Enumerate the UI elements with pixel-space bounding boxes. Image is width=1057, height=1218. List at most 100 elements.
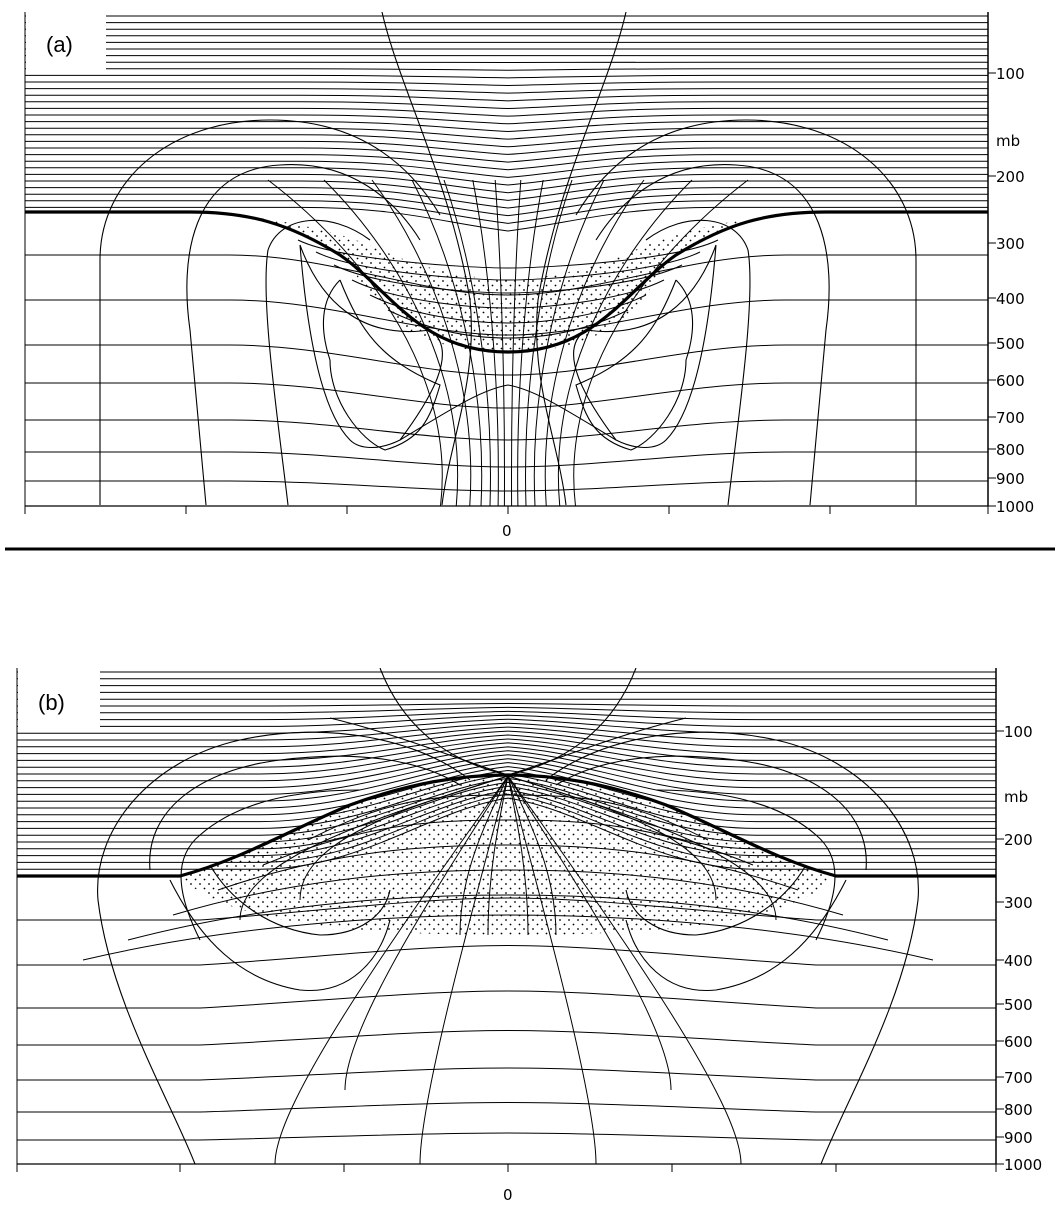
strat-isentrope	[25, 121, 988, 132]
panel-a-y-tick-label-900: 900	[996, 470, 1025, 488]
panel-a-y-tick-label-100: 100	[996, 65, 1025, 83]
panel-a-contour-right-outer	[575, 119, 917, 505]
converging-line	[573, 179, 749, 506]
panel-a-contour-right-3	[645, 219, 751, 506]
strat-isentrope	[17, 738, 996, 768]
strat-isentrope	[25, 88, 988, 94]
panel-b-y-tick-label-800: 800	[1004, 1101, 1033, 1119]
strat-isentrope	[17, 746, 996, 782]
radial-line	[299, 775, 509, 901]
radial-line	[507, 775, 672, 1091]
strat-isentrope	[17, 710, 996, 721]
dome-isentrope	[82, 914, 934, 961]
panel-a-x-center-label: 0	[502, 522, 512, 540]
strat-isentrope	[17, 789, 996, 857]
strat-isentrope	[25, 160, 988, 178]
converging-line	[525, 179, 573, 506]
panel-a-stratospheric-isentropes	[25, 15, 988, 232]
strat-isentrope	[17, 770, 996, 823]
radial-line	[507, 775, 597, 1164]
strat-isentrope	[25, 107, 988, 117]
strat-isentrope	[25, 173, 988, 194]
panel-b-y-tick-label-1000: 1000	[1004, 1156, 1042, 1174]
panel-a-inner-arc	[399, 384, 617, 441]
strat-isentrope	[17, 785, 996, 850]
strat-isentrope	[25, 187, 988, 209]
trop-isentrope	[17, 944, 996, 966]
trop-isentrope	[25, 451, 988, 468]
panel-b-y-ticks: 100 200 300 400 500 600 700 800 900 1000	[996, 723, 1042, 1174]
trough-isentrope	[387, 309, 629, 339]
panel-b-contour-right-inner	[625, 864, 807, 936]
converging-line	[371, 179, 472, 506]
panel-a-y-tick-label-200: 200	[996, 168, 1025, 186]
strat-isentrope	[25, 154, 988, 171]
panel-b-converge-right	[507, 717, 687, 776]
radial-line	[507, 775, 529, 936]
panel-b-tropopause	[17, 773, 996, 878]
panel-a-contour-left-lobe	[322, 279, 441, 451]
converging-line	[443, 179, 491, 506]
panel-b-contour-right-3	[655, 789, 836, 941]
panel-b-contour-right-lobe	[625, 879, 847, 991]
strat-isentrope	[17, 730, 996, 755]
panel-b-contour-left-lobe	[169, 879, 391, 991]
dome-isentrope	[172, 869, 844, 916]
converging-line	[533, 179, 605, 506]
trough-isentrope	[351, 279, 665, 309]
panel-b-y-tick-label-200: 200	[1004, 831, 1033, 849]
strat-isentrope	[25, 68, 988, 71]
panel-a-contour-left-lobe2	[299, 244, 443, 449]
trop-isentrope	[17, 1067, 996, 1081]
panel-b-contour-left-outer	[97, 731, 471, 1164]
panel-a: 100 200 300 400 500 600 700 800 900 1000 0 mb (a)	[24, 12, 1034, 540]
radial-line	[274, 775, 509, 1164]
trop-isentrope	[17, 1029, 996, 1046]
strat-isentrope	[25, 140, 988, 155]
panel-a-y-tick-label-700: 700	[996, 409, 1025, 427]
panel-b-center-funnel-left	[379, 668, 509, 776]
radial-line	[419, 775, 509, 1164]
strat-isentrope	[17, 754, 996, 795]
panel-b-label: (b)	[38, 690, 65, 715]
strat-isentrope	[17, 766, 996, 816]
trop-isentrope	[17, 1101, 996, 1113]
panel-b-label-box	[18, 669, 100, 731]
panel-b-radial-lines	[239, 775, 777, 1164]
panel-a-y-tick-label-800: 800	[996, 441, 1025, 459]
panel-a-contour-right-lobe	[575, 279, 694, 451]
strat-isentrope	[17, 750, 996, 789]
dome-isentrope	[307, 794, 709, 841]
panel-a-y-tick-label-600: 600	[996, 372, 1025, 390]
panel-b-center-funnel-right	[507, 668, 637, 776]
panel-b-stippled-anomaly	[180, 775, 836, 935]
trop-isentrope	[25, 419, 988, 441]
panel-b: 100 200 300 400 500 600 700 800 900 1000 0 mb (b)	[16, 668, 1042, 1204]
trop-isentrope	[25, 299, 988, 336]
strat-isentrope	[17, 722, 996, 741]
panel-b-contour-left-inner	[209, 864, 391, 936]
dome-isentrope	[217, 844, 799, 891]
strat-isentrope	[17, 726, 996, 748]
strat-isentrope	[25, 193, 988, 217]
panel-a-label: (a)	[46, 32, 73, 57]
strat-isentrope	[25, 147, 988, 163]
panel-b-y-tick-label-400: 400	[1004, 952, 1033, 970]
converging-line	[544, 179, 645, 506]
strat-isentrope	[17, 742, 996, 775]
radial-line	[507, 775, 742, 1164]
panel-a-y-tick-label-300: 300	[996, 235, 1025, 253]
panel-b-contour-left-3	[180, 789, 361, 941]
strat-isentrope	[17, 702, 996, 707]
panel-a-contour-right-2	[595, 164, 830, 506]
converging-line	[411, 179, 483, 506]
radial-line	[487, 775, 509, 936]
panel-b-contour-right-outer	[545, 731, 919, 1164]
panel-b-converge-left	[329, 717, 509, 776]
panel-b-y-tick-label-600: 600	[1004, 1033, 1033, 1051]
strat-isentrope	[25, 114, 988, 125]
radial-line	[459, 775, 509, 936]
dome-isentrope	[127, 894, 889, 941]
